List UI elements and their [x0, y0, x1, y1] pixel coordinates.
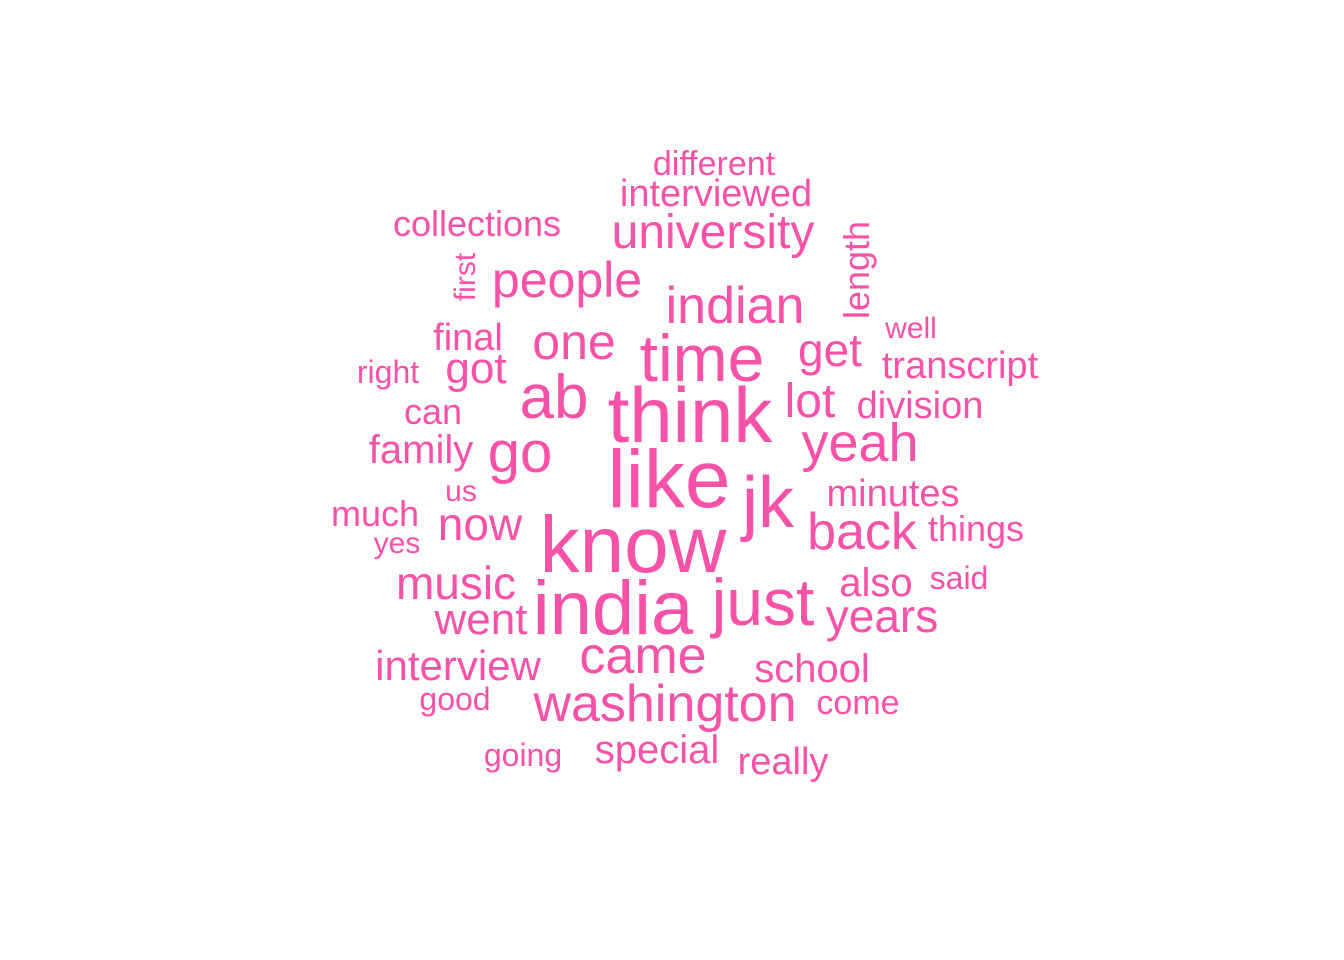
word-india: india — [533, 566, 694, 651]
word-interview: interview — [375, 642, 541, 689]
word-years: years — [826, 590, 938, 642]
word-one: one — [532, 314, 615, 370]
word-went: went — [434, 595, 528, 644]
word-lot: lot — [785, 375, 836, 428]
word-jk: jk — [740, 463, 795, 543]
word-right: right — [357, 354, 419, 390]
word-like: like — [607, 434, 730, 525]
word-minutes: minutes — [826, 473, 959, 515]
word-yeah: yeah — [801, 413, 918, 473]
word-just: just — [710, 565, 815, 639]
word-university: university — [612, 206, 815, 259]
word-said: said — [930, 560, 989, 596]
word-different: different — [653, 145, 776, 183]
word-really: really — [738, 741, 829, 783]
word-collections: collections — [393, 203, 561, 244]
word-division: division — [857, 385, 984, 427]
word-ab: ab — [520, 363, 589, 432]
word-final: final — [433, 317, 503, 359]
word-interviewed: interviewed — [620, 173, 812, 215]
word-transcript: transcript — [882, 345, 1039, 387]
word-come: come — [816, 684, 899, 722]
word-well: well — [884, 312, 937, 345]
word-good: good — [419, 681, 490, 717]
word-music: music — [396, 557, 516, 609]
word-now: now — [438, 498, 523, 550]
word-family: family — [369, 428, 473, 472]
word-know: know — [540, 500, 727, 589]
word-came: came — [579, 627, 706, 685]
word-much: much — [331, 493, 419, 534]
word-back: back — [807, 503, 918, 561]
word-indian: indian — [666, 277, 805, 335]
word-special: special — [595, 728, 720, 772]
word-time: time — [640, 321, 765, 395]
word-first: first — [449, 252, 482, 301]
word-think: think — [608, 371, 774, 459]
word-washington: washington — [532, 675, 796, 733]
word-people: people — [492, 252, 642, 308]
word-us: us — [445, 475, 477, 508]
word-school: school — [754, 647, 870, 691]
word-yes: yes — [374, 527, 421, 560]
word-get: get — [798, 324, 862, 376]
word-length: length — [836, 221, 877, 319]
word-going: going — [484, 737, 562, 773]
word-got: got — [445, 344, 506, 393]
word-go: go — [488, 420, 553, 485]
word-can: can — [404, 391, 462, 432]
word-things: things — [928, 508, 1024, 549]
word-also: also — [839, 561, 912, 605]
